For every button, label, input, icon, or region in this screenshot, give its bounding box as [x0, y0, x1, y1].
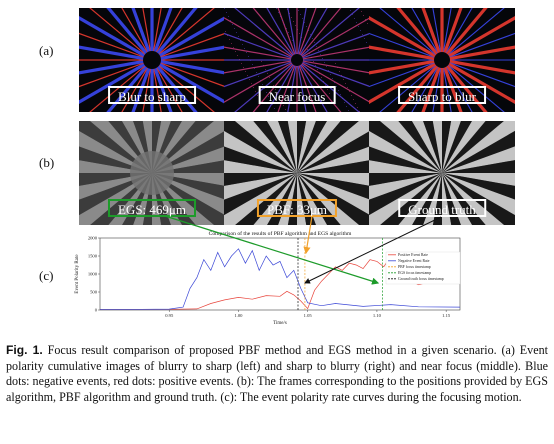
row-label-c: (c)	[39, 268, 54, 283]
y-axis-label: Event Polarity Rate	[75, 254, 80, 294]
event-rate-chart: Comparison of the results of PBF algorit…	[70, 228, 510, 328]
x-axis-label: Time/s	[273, 321, 287, 326]
y-tick-label: 500	[90, 290, 98, 295]
x-tick-label: 0.95	[165, 313, 174, 318]
x-tick-label: 1.00	[234, 313, 243, 318]
figure-label: Fig. 1.	[6, 343, 43, 357]
panel-label-sharp-to-blur: Sharp to blur	[398, 86, 486, 104]
x-tick-label: 1.15	[442, 313, 451, 318]
row-label-b: (b)	[39, 155, 55, 170]
legend-label: Positive Event Rate	[398, 253, 428, 257]
panel-label-near-focus: Near focus	[258, 86, 336, 104]
event-image-near-focus: Near focus	[224, 8, 370, 112]
panel-label-pbf: PBF: 33μm	[256, 199, 338, 217]
y-tick-label: 1000	[88, 272, 98, 277]
frame-ground-truth: Ground truth	[369, 121, 515, 225]
panel-label-blur-to-sharp: Blur to sharp	[108, 86, 196, 104]
panel-label-egs: EGS: 469μm	[107, 199, 197, 217]
event-image-sharp-to-blur: Sharp to blur	[369, 8, 515, 112]
legend-label: Ground truth focus timestamp	[398, 277, 444, 281]
x-tick-label: 1.10	[373, 313, 382, 318]
y-tick-label: 2000	[88, 236, 98, 241]
legend-label: PBF focus timestamp	[398, 265, 431, 269]
y-tick-label: 1500	[88, 254, 98, 259]
chart-title: Comparison of the results of PBF algorit…	[209, 230, 352, 237]
legend-label: EGS focus timestamp	[398, 271, 431, 275]
y-tick-label: 0	[95, 308, 98, 313]
x-tick-label: 1.05	[304, 313, 313, 318]
caption-text: Focus result comparison of proposed PBF …	[6, 343, 548, 404]
row-label-a: (a)	[39, 43, 54, 58]
figure-caption: Fig. 1. Focus result comparison of propo…	[6, 343, 548, 405]
frame-pbf: PBF: 33μm	[224, 121, 370, 225]
event-image-blur-to-sharp: Blur to sharp	[79, 8, 225, 112]
legend-label: Negative Event Rate	[398, 259, 430, 263]
panel-label-ground-truth: Ground truth	[398, 199, 486, 217]
frame-egs: EGS: 469μm	[79, 121, 225, 225]
